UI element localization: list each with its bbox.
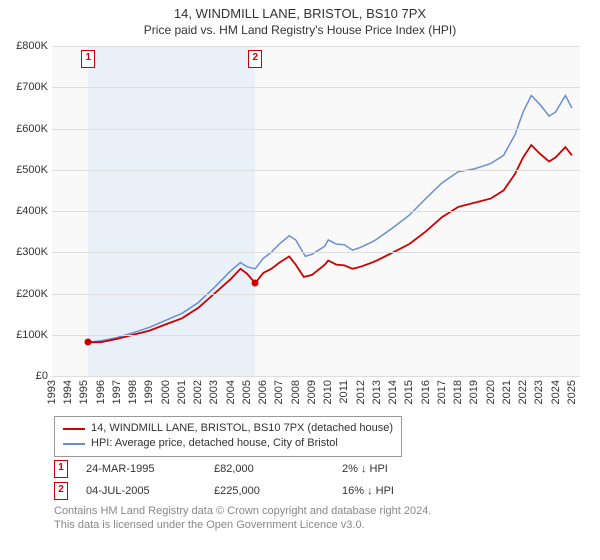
xtick-label: 2004: [225, 380, 237, 404]
chart-subtitle: Price paid vs. HM Land Registry's House …: [0, 23, 600, 41]
xtick-label: 2017: [436, 380, 448, 404]
xtick-label: 2022: [517, 380, 529, 404]
xtick-label: 2009: [306, 380, 318, 404]
series-line: [88, 96, 572, 343]
ytick-label: £500K: [16, 164, 48, 176]
legend-swatch: [63, 428, 85, 430]
license-line-1: Contains HM Land Registry data © Crown c…: [54, 504, 578, 518]
legend-label: HPI: Average price, detached house, City…: [91, 436, 338, 451]
xtick-label: 2025: [566, 380, 578, 404]
sale-table-row: 1 24-MAR-1995 £82,000 2% ↓ HPI: [54, 460, 578, 478]
sale-marker: 1: [81, 50, 95, 68]
sale-table-marker: 1: [54, 460, 68, 478]
xtick-label: 2012: [355, 380, 367, 404]
sale-hpi-diff: 16% ↓ HPI: [342, 485, 452, 497]
chart-footer: 1 24-MAR-1995 £82,000 2% ↓ HPI 2 04-JUL-2005 £…: [54, 460, 578, 533]
gridline-h: [52, 294, 580, 295]
gridline-h: [52, 46, 580, 47]
gridline-h: [52, 335, 580, 336]
xtick-label: 2014: [387, 380, 399, 404]
ytick-label: £800K: [16, 40, 48, 52]
xtick-label: 2013: [371, 380, 383, 404]
xtick-label: 1994: [62, 380, 74, 404]
ytick-label: £300K: [16, 246, 48, 258]
sale-price: £82,000: [214, 463, 324, 475]
xtick-label: 1995: [78, 380, 90, 404]
ytick-label: £400K: [16, 205, 48, 217]
xtick-label: 2001: [176, 380, 188, 404]
license-line-2: This data is licensed under the Open Gov…: [54, 518, 578, 532]
chart-legend: 14, WINDMILL LANE, BRISTOL, BS10 7PX (de…: [54, 416, 402, 457]
gridline-h: [52, 129, 580, 130]
license-text: Contains HM Land Registry data © Crown c…: [54, 504, 578, 533]
xtick-label: 1999: [143, 380, 155, 404]
sale-dot: [252, 280, 259, 287]
xtick-label: 2008: [290, 380, 302, 404]
sale-date: 04-JUL-2005: [86, 485, 196, 497]
sale-table-row: 2 04-JUL-2005 £225,000 16% ↓ HPI: [54, 482, 578, 500]
chart-title: 14, WINDMILL LANE, BRISTOL, BS10 7PX: [0, 0, 600, 23]
gridline-h: [52, 252, 580, 253]
gridline-h: [52, 170, 580, 171]
legend-row: HPI: Average price, detached house, City…: [63, 436, 393, 451]
sale-marker: 2: [248, 50, 262, 68]
series-line: [88, 145, 572, 342]
xtick-label: 2011: [338, 380, 350, 404]
xtick-label: 1996: [95, 380, 107, 404]
ytick-label: £600K: [16, 123, 48, 135]
xtick-label: 2021: [501, 380, 513, 404]
gridline-h: [52, 211, 580, 212]
sale-price: £225,000: [214, 485, 324, 497]
xtick-label: 1998: [127, 380, 139, 404]
ytick-label: £200K: [16, 288, 48, 300]
xtick-label: 2023: [533, 380, 545, 404]
xtick-label: 2005: [241, 380, 253, 404]
legend-label: 14, WINDMILL LANE, BRISTOL, BS10 7PX (de…: [91, 421, 393, 436]
xtick-label: 2003: [208, 380, 220, 404]
sale-table-marker: 2: [54, 482, 68, 500]
legend-row: 14, WINDMILL LANE, BRISTOL, BS10 7PX (de…: [63, 421, 393, 436]
xtick-label: 2016: [420, 380, 432, 404]
xtick-label: 2007: [273, 380, 285, 404]
xtick-label: 2024: [550, 380, 562, 404]
xtick-label: 2020: [485, 380, 497, 404]
gridline-h: [52, 87, 580, 88]
legend-swatch: [63, 443, 85, 445]
sale-hpi-diff: 2% ↓ HPI: [342, 463, 452, 475]
xtick-label: 2006: [257, 380, 269, 404]
ytick-label: £100K: [16, 329, 48, 341]
xtick-label: 2019: [468, 380, 480, 404]
xtick-label: 2002: [192, 380, 204, 404]
ytick-label: £700K: [16, 81, 48, 93]
xtick-label: 1997: [111, 380, 123, 404]
sale-date: 24-MAR-1995: [86, 463, 196, 475]
xtick-label: 2010: [322, 380, 334, 404]
xtick-label: 1993: [46, 380, 58, 404]
gridline-h: [52, 376, 580, 377]
xtick-label: 2018: [452, 380, 464, 404]
chart-plot-area: £0£100K£200K£300K£400K£500K£600K£700K£80…: [52, 46, 580, 376]
xtick-label: 2015: [403, 380, 415, 404]
xtick-label: 2000: [160, 380, 172, 404]
sale-dot: [85, 339, 92, 346]
